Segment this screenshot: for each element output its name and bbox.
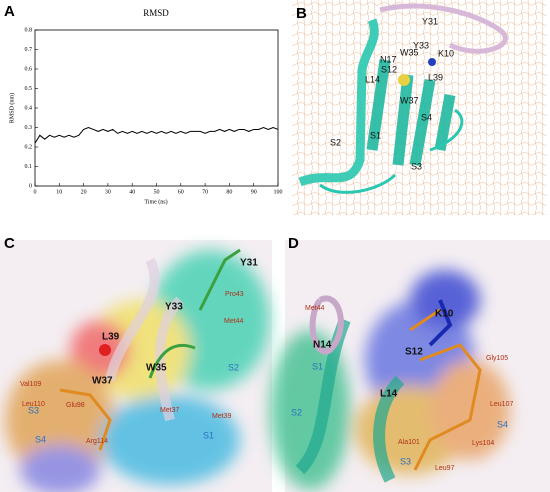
residue-label: Gly105 xyxy=(486,355,508,362)
plot-frame xyxy=(34,29,279,187)
residue-label: Y31 xyxy=(422,16,438,26)
residue-label: W35 xyxy=(400,47,419,57)
y-tick-label: 0.6 xyxy=(25,66,33,72)
y-tick-label: 0.7 xyxy=(25,47,33,53)
residue-label: L14 xyxy=(365,74,380,84)
panel-c-art xyxy=(0,240,272,492)
panel-b-art xyxy=(292,0,547,215)
residue-label: Leu110 xyxy=(22,401,45,408)
residue-label: S12 xyxy=(381,64,397,74)
residue-label: Ala101 xyxy=(398,439,420,446)
x-tick-label: 70 xyxy=(202,189,208,195)
panel-letter: A xyxy=(4,3,15,20)
y-axis-label: RMSD (nm) xyxy=(8,93,15,123)
x-tick-label: 0 xyxy=(34,189,37,195)
panel-letter: B xyxy=(296,5,307,22)
y-tick-label: 0.4 xyxy=(25,105,33,111)
residue-label: S4 xyxy=(421,112,432,122)
y-tick-label: 0.1 xyxy=(25,164,33,170)
chart-title: RMSD xyxy=(143,8,169,18)
residue-label: S12 xyxy=(405,347,423,358)
residue-label: Glu98 xyxy=(66,402,85,409)
y-tick-label: 0.8 xyxy=(25,27,33,33)
x-tick-label: 50 xyxy=(154,189,160,195)
residue-label: S3 xyxy=(400,456,411,466)
residue-label: Met44 xyxy=(224,318,244,325)
panel-d-art xyxy=(270,240,550,492)
residue-label: S1 xyxy=(370,130,381,140)
residue-label: W37 xyxy=(92,376,113,387)
panel-letter: D xyxy=(288,235,299,252)
residue-label: S4 xyxy=(497,419,508,429)
y-tick-label: 0.5 xyxy=(25,86,33,92)
x-tick-label: 100 xyxy=(274,189,283,195)
residue-label: L39 xyxy=(102,332,120,343)
residue-label: S1 xyxy=(203,430,214,440)
x-tick-label: 20 xyxy=(81,189,87,195)
line xyxy=(34,126,279,144)
residue-label: Y33 xyxy=(413,40,429,50)
residue-label: S2 xyxy=(291,407,302,417)
residue-label: S4 xyxy=(35,434,46,444)
x-axis-label: Time (ns) xyxy=(144,198,167,205)
residue-label: S1 xyxy=(312,361,323,371)
residue-label: Met37 xyxy=(160,407,180,414)
residue-label: Pro43 xyxy=(225,291,244,298)
residue-label: S2 xyxy=(330,137,341,147)
y-tick-label: 0.3 xyxy=(25,125,33,131)
residue-label: Y33 xyxy=(165,302,183,313)
y-tick-label: 0 xyxy=(29,183,32,189)
residue-label: L14 xyxy=(380,389,398,400)
residue-label: N14 xyxy=(313,340,332,351)
residue-label: S2 xyxy=(228,362,239,372)
residue-label: L39 xyxy=(428,72,443,82)
x-tick-label: 60 xyxy=(178,189,184,195)
residue-label: Lys104 xyxy=(472,440,494,447)
residue-label: Met39 xyxy=(212,413,232,420)
panel-letter: C xyxy=(4,235,15,252)
y-tick-label: 0.2 xyxy=(25,144,33,150)
x-tick-label: 80 xyxy=(226,189,232,195)
residue-label: Val109 xyxy=(20,381,41,388)
x-tick-label: 30 xyxy=(105,189,111,195)
residue-label: Leu107 xyxy=(490,401,513,408)
x-tick-label: 90 xyxy=(251,189,257,195)
residue-label: Y31 xyxy=(240,258,258,269)
residue-label: Leu97 xyxy=(435,465,455,472)
residue-label: W35 xyxy=(146,363,167,374)
x-tick-label: 10 xyxy=(56,189,62,195)
residue-label: S3 xyxy=(28,405,39,415)
residue-label: Met44 xyxy=(305,305,325,312)
residue-label: W37 xyxy=(400,95,419,105)
residue-label: Arg114 xyxy=(86,438,108,445)
residue-label: S3 xyxy=(411,161,422,171)
residue-label: K10 xyxy=(438,48,454,58)
x-tick-label: 40 xyxy=(129,189,135,195)
residue-label: N17 xyxy=(380,54,397,64)
residue-label: K10 xyxy=(435,309,454,320)
